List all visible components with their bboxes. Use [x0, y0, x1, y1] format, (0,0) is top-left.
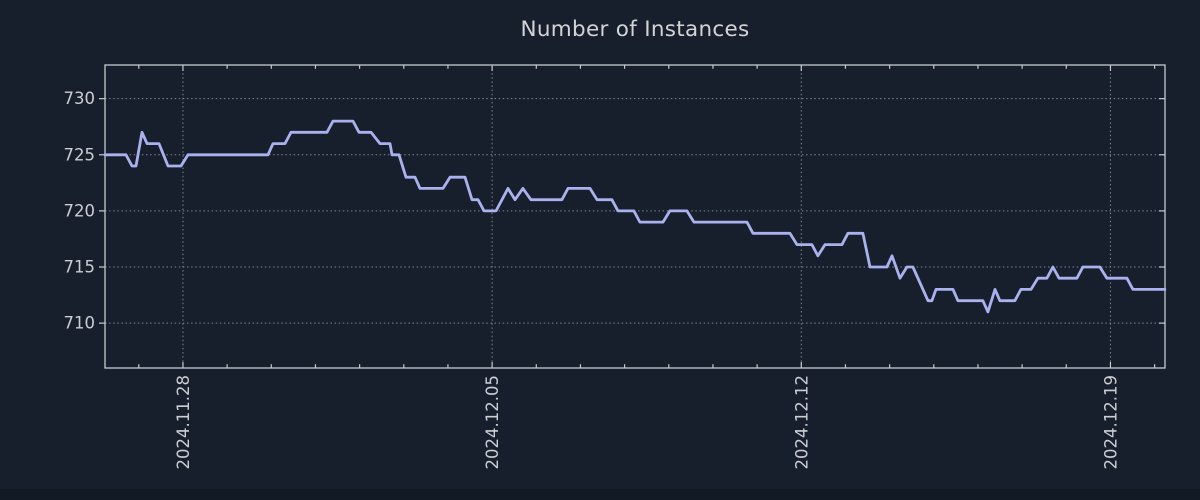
y-tick-label: 725 — [64, 145, 96, 164]
x-tick-label: 2024.12.12 — [792, 375, 811, 469]
y-tick-label: 720 — [64, 201, 96, 220]
chart-title: Number of Instances — [520, 17, 750, 42]
series-line-instances — [103, 119, 1167, 314]
plot-border — [104, 64, 1166, 369]
window-bottom-bar — [0, 489, 1200, 500]
x-tick-label: 2024.12.05 — [483, 375, 502, 469]
y-tick-label: 710 — [64, 314, 96, 333]
x-tick-label: 2024.12.19 — [1101, 375, 1120, 469]
y-tick-label: 715 — [64, 258, 96, 277]
x-tick-label: 2024.11.28 — [174, 375, 193, 469]
y-tick-label: 730 — [64, 89, 96, 108]
